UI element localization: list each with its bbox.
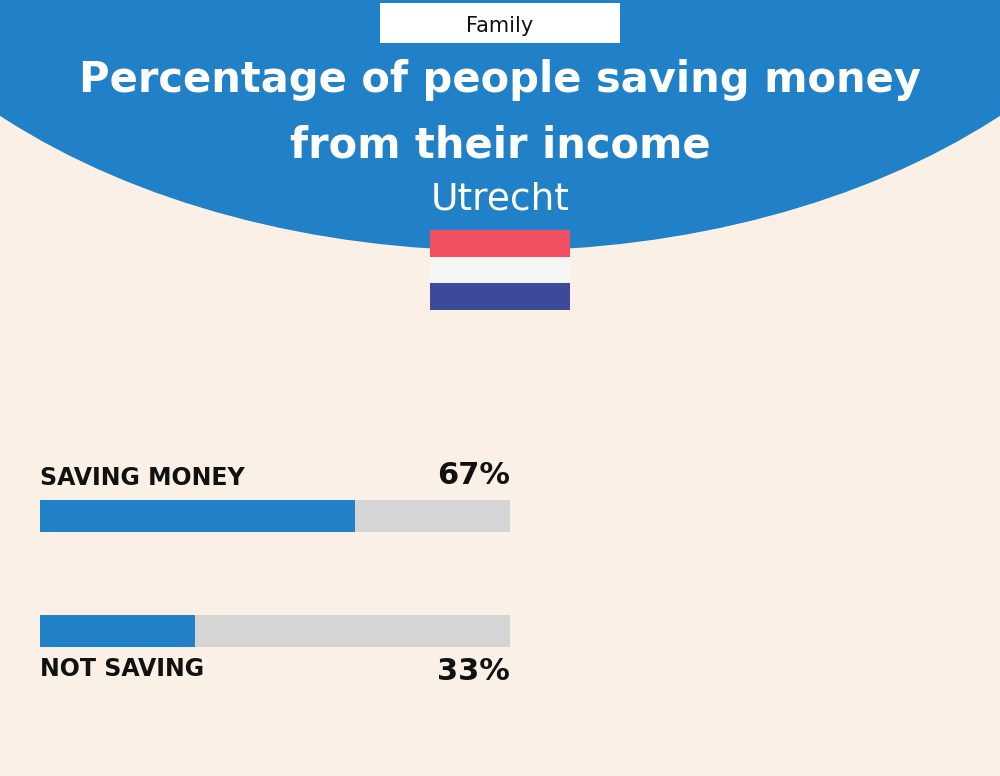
Bar: [430, 257, 570, 283]
Text: Percentage of people saving money: Percentage of people saving money: [79, 59, 921, 101]
Text: from their income: from their income: [290, 124, 710, 166]
Text: SAVING MONEY: SAVING MONEY: [40, 466, 245, 490]
Bar: [430, 230, 570, 257]
Bar: [430, 283, 570, 310]
Bar: [40, 500, 355, 532]
Bar: [40, 500, 510, 532]
Text: Family: Family: [466, 16, 534, 36]
Ellipse shape: [0, 0, 1000, 250]
Bar: [40, 615, 195, 647]
Text: Utrecht: Utrecht: [431, 182, 569, 218]
Text: 33%: 33%: [437, 657, 510, 686]
Text: 67%: 67%: [437, 461, 510, 490]
Text: NOT SAVING: NOT SAVING: [40, 657, 204, 681]
Bar: [40, 615, 510, 647]
FancyBboxPatch shape: [380, 3, 620, 43]
